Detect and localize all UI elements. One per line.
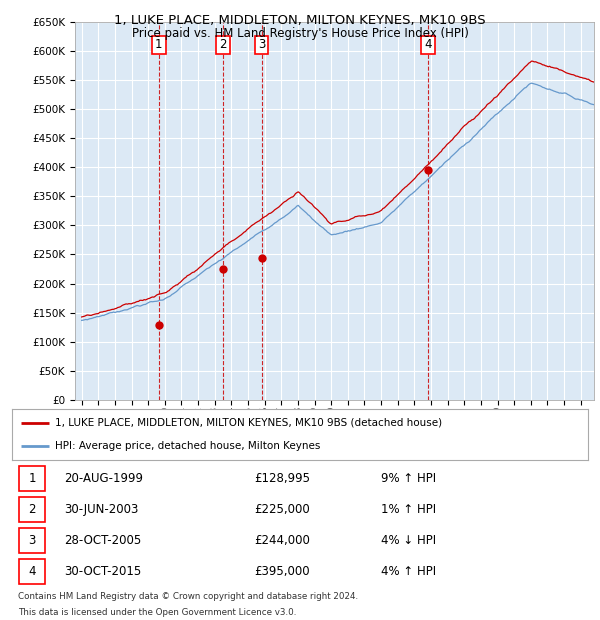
FancyBboxPatch shape xyxy=(19,528,46,553)
Text: 3: 3 xyxy=(28,534,36,547)
Text: 4% ↑ HPI: 4% ↑ HPI xyxy=(380,565,436,578)
Text: 1: 1 xyxy=(155,38,163,51)
Text: 28-OCT-2005: 28-OCT-2005 xyxy=(64,534,141,547)
Text: 1: 1 xyxy=(28,472,36,485)
Text: 30-JUN-2003: 30-JUN-2003 xyxy=(64,503,138,516)
Text: Price paid vs. HM Land Registry's House Price Index (HPI): Price paid vs. HM Land Registry's House … xyxy=(131,27,469,40)
Text: 1, LUKE PLACE, MIDDLETON, MILTON KEYNES, MK10 9BS (detached house): 1, LUKE PLACE, MIDDLETON, MILTON KEYNES,… xyxy=(55,418,442,428)
Text: £244,000: £244,000 xyxy=(254,534,310,547)
Text: 4% ↓ HPI: 4% ↓ HPI xyxy=(380,534,436,547)
Text: 2: 2 xyxy=(28,503,36,516)
Text: 9% ↑ HPI: 9% ↑ HPI xyxy=(380,472,436,485)
Text: 30-OCT-2015: 30-OCT-2015 xyxy=(64,565,141,578)
FancyBboxPatch shape xyxy=(19,497,46,522)
Text: 4: 4 xyxy=(424,38,432,51)
Text: 1, LUKE PLACE, MIDDLETON, MILTON KEYNES, MK10 9BS: 1, LUKE PLACE, MIDDLETON, MILTON KEYNES,… xyxy=(114,14,486,27)
Text: 1% ↑ HPI: 1% ↑ HPI xyxy=(380,503,436,516)
Text: £225,000: £225,000 xyxy=(254,503,310,516)
Text: 20-AUG-1999: 20-AUG-1999 xyxy=(64,472,143,485)
Text: Contains HM Land Registry data © Crown copyright and database right 2024.: Contains HM Land Registry data © Crown c… xyxy=(18,592,358,601)
Text: 4: 4 xyxy=(28,565,36,578)
FancyBboxPatch shape xyxy=(19,466,46,491)
Text: HPI: Average price, detached house, Milton Keynes: HPI: Average price, detached house, Milt… xyxy=(55,441,320,451)
Text: £128,995: £128,995 xyxy=(254,472,310,485)
Text: 2: 2 xyxy=(219,38,227,51)
Text: £395,000: £395,000 xyxy=(254,565,310,578)
Text: 3: 3 xyxy=(258,38,265,51)
FancyBboxPatch shape xyxy=(19,559,46,584)
Text: This data is licensed under the Open Government Licence v3.0.: This data is licensed under the Open Gov… xyxy=(18,608,296,618)
